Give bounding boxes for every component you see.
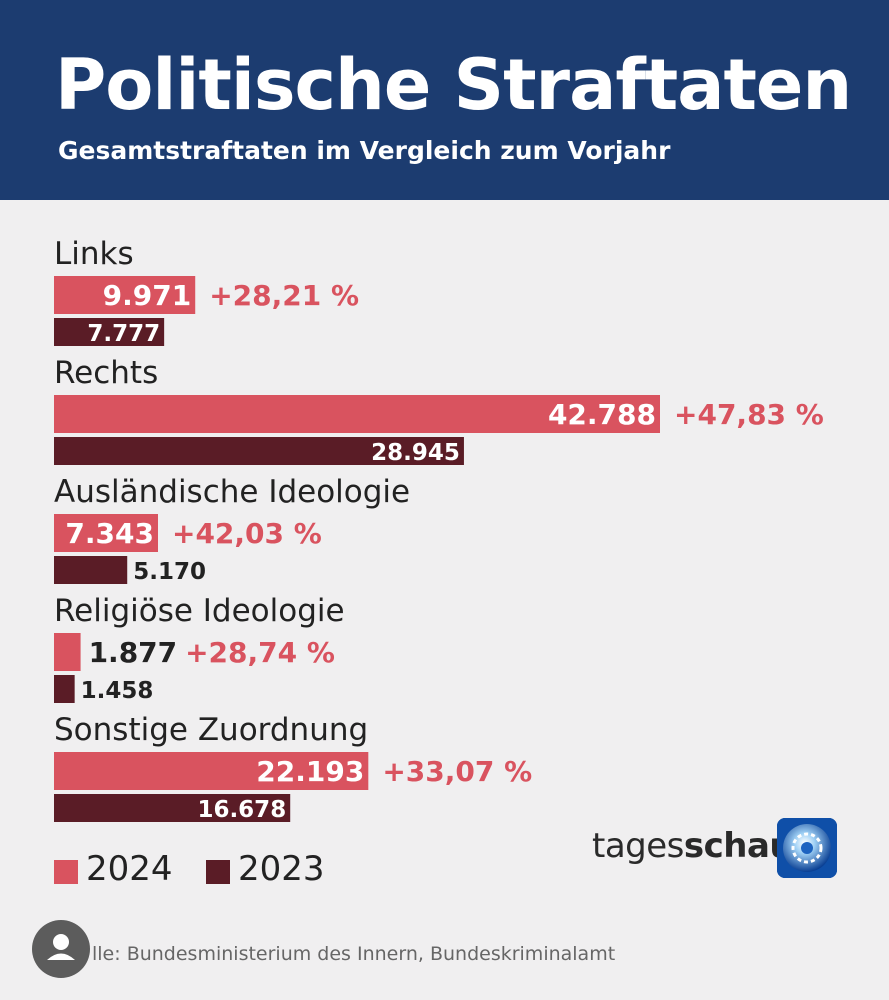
bar-2023 bbox=[54, 794, 291, 822]
category-label: Religiöse Ideologie bbox=[54, 593, 345, 629]
value-label-2024: 1.877 bbox=[89, 636, 178, 669]
bar-2024 bbox=[54, 752, 369, 790]
bar-2024 bbox=[54, 276, 196, 314]
brand-part-1: tages bbox=[592, 826, 684, 866]
bar-2023 bbox=[54, 318, 165, 346]
bar-2024 bbox=[54, 395, 660, 433]
category-label: Links bbox=[54, 236, 134, 272]
bar-2024 bbox=[54, 633, 81, 671]
legend-2024-label: 2024 bbox=[86, 849, 173, 889]
legend-2023-swatch bbox=[206, 860, 230, 884]
change-label: +28,74 % bbox=[185, 636, 335, 669]
header-banner: Politische Straftaten Gesamtstraftaten i… bbox=[0, 0, 889, 200]
tagesschau-logo-icon bbox=[777, 818, 837, 878]
legend-2024-swatch bbox=[54, 860, 78, 884]
value-label-2024: 42.788 bbox=[548, 398, 656, 431]
value-label-2024: 22.193 bbox=[256, 755, 364, 788]
category-label: Rechts bbox=[54, 355, 158, 391]
value-label-2023: 16.678 bbox=[197, 797, 286, 823]
change-label: +47,83 % bbox=[674, 398, 824, 431]
legend-2023-label: 2023 bbox=[238, 849, 325, 889]
change-label: +33,07 % bbox=[382, 755, 532, 788]
category-label: Ausländische Ideologie bbox=[54, 474, 410, 510]
value-label-2023: 28.945 bbox=[371, 440, 460, 466]
value-label-2023: 5.170 bbox=[133, 559, 206, 585]
user-avatar-icon[interactable] bbox=[32, 920, 90, 978]
value-label-2023: 1.458 bbox=[81, 678, 154, 704]
bar-2023 bbox=[54, 556, 128, 584]
bar-2024 bbox=[54, 514, 158, 552]
page-title: Politische Straftaten bbox=[55, 44, 852, 126]
value-label-2024: 9.971 bbox=[103, 279, 192, 312]
page-subtitle: Gesamtstraftaten im Vergleich zum Vorjah… bbox=[58, 136, 671, 165]
bar-2023 bbox=[54, 675, 75, 703]
category-label: Sonstige Zuordnung bbox=[54, 712, 368, 748]
bar-2023 bbox=[54, 437, 464, 465]
change-label: +42,03 % bbox=[172, 517, 322, 550]
value-label-2024: 7.343 bbox=[65, 517, 154, 550]
change-label: +28,21 % bbox=[209, 279, 359, 312]
tagesschau-wordmark: tagesschau bbox=[592, 826, 794, 866]
source-note: lle: Bundesministerium des Innern, Bunde… bbox=[92, 943, 616, 965]
value-label-2023: 7.777 bbox=[87, 321, 160, 347]
brand-part-2: schau bbox=[683, 826, 794, 866]
